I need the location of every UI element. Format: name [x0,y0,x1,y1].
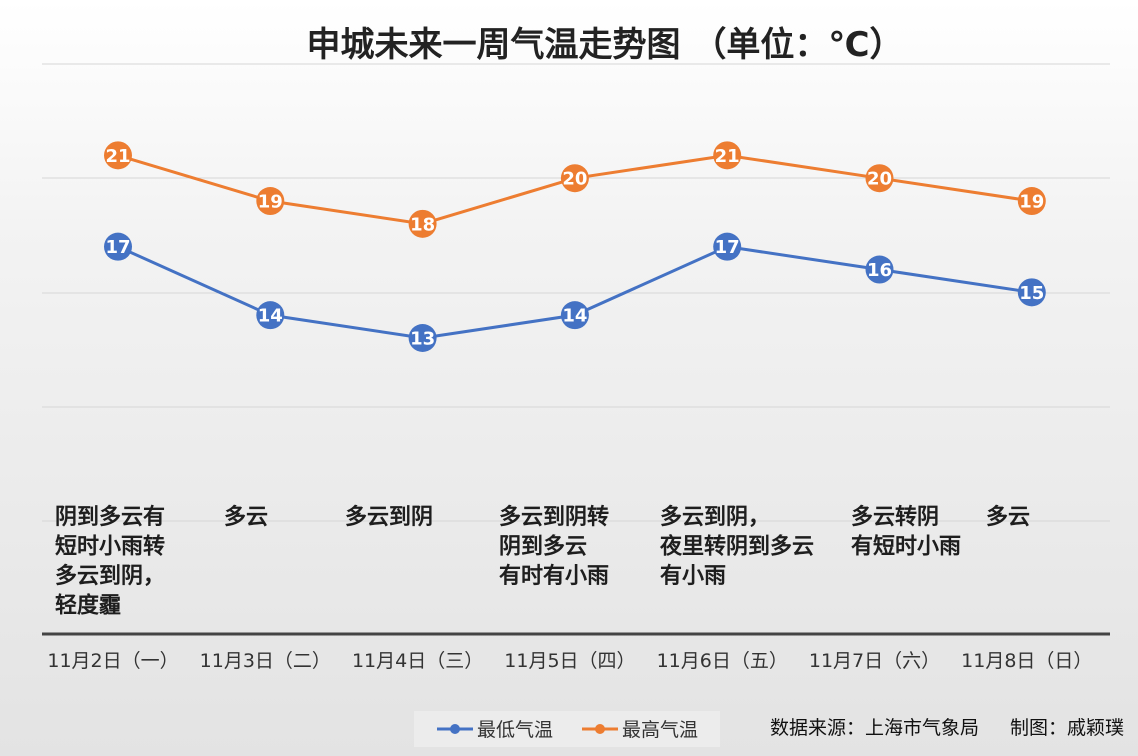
x-tick-label: 11月7日（六） [809,650,940,672]
data-label: 15 [1019,283,1044,304]
data-point [104,141,132,170]
x-axis-ticks: 11月2日（一） 11月3日（二） 11月4日（三） 11月5日（四） 11月6日（五）… [47,650,1092,672]
weather-text: 短时小雨转 [55,534,165,560]
weather-text: 有时有小雨 [499,563,609,589]
data-label: 21 [715,146,740,167]
chart-title: 申城未来一周气温走势图 （单位：℃） [306,25,903,65]
weather-text: 多云到阴 [345,504,433,530]
weather-text: 多云到阴， [55,563,165,589]
data-label: 18 [410,214,435,235]
weather-text: 有短时小雨 [851,534,961,560]
data-label: 21 [105,146,130,167]
series-lines: 17 14 13 14 17 16 15 21 19 18 20 21 20 19 [104,141,1046,352]
data-point [560,164,589,193]
data-point [408,324,437,352]
x-tick-label: 11月3日（二） [200,650,331,672]
data-label: 17 [105,237,130,258]
weather-text: 夜里转阴到多云 [659,534,814,560]
data-point [713,141,742,170]
legend: 最低气温 最高气温 [437,719,698,741]
data-label: 14 [258,306,283,327]
data-point [104,232,132,261]
data-label: 19 [1019,192,1044,213]
data-label: 20 [867,169,892,190]
data-label: 17 [715,237,740,258]
legend-marker [450,724,460,734]
data-point [713,232,742,261]
x-tick-label: 11月5日（四） [504,650,635,672]
data-point [1017,278,1046,307]
data-label: 14 [562,306,587,327]
chart-credit: 制图：戚颖璞 [1010,717,1124,739]
x-tick-label: 11月6日（五） [657,650,788,672]
weather-text: 轻度霾 [55,593,121,619]
legend-marker [595,724,605,734]
weather-text: 多云到阴转 [499,504,609,530]
weather-text: 阴到多云 [499,534,587,560]
legend-label: 最低气温 [477,719,553,741]
x-tick-label: 11月8日（日） [961,650,1092,672]
weather-text: 阴到多云有 [55,504,165,530]
data-point [256,187,285,216]
data-point [865,164,894,193]
data-source: 数据来源：上海市气象局 [770,717,979,739]
data-point [865,255,894,284]
weather-text: 有小雨 [660,563,726,589]
data-label: 19 [258,192,283,213]
data-point [256,301,285,330]
data-label: 20 [562,169,587,190]
weather-text: 多云到阴， [660,504,770,530]
gridlines [42,63,1110,522]
x-tick-label: 11月2日（一） [47,650,178,672]
weather-text: 多云 [986,504,1030,530]
weather-text: 多云 [224,504,268,530]
data-point [1017,187,1046,216]
data-label: 13 [410,329,435,350]
data-point [560,301,589,330]
weather-text: 多云转阴 [851,504,939,530]
x-tick-label: 11月4日（三） [352,650,483,672]
data-label: 16 [867,260,892,281]
legend-label: 最高气温 [622,719,698,741]
data-point [408,209,437,238]
